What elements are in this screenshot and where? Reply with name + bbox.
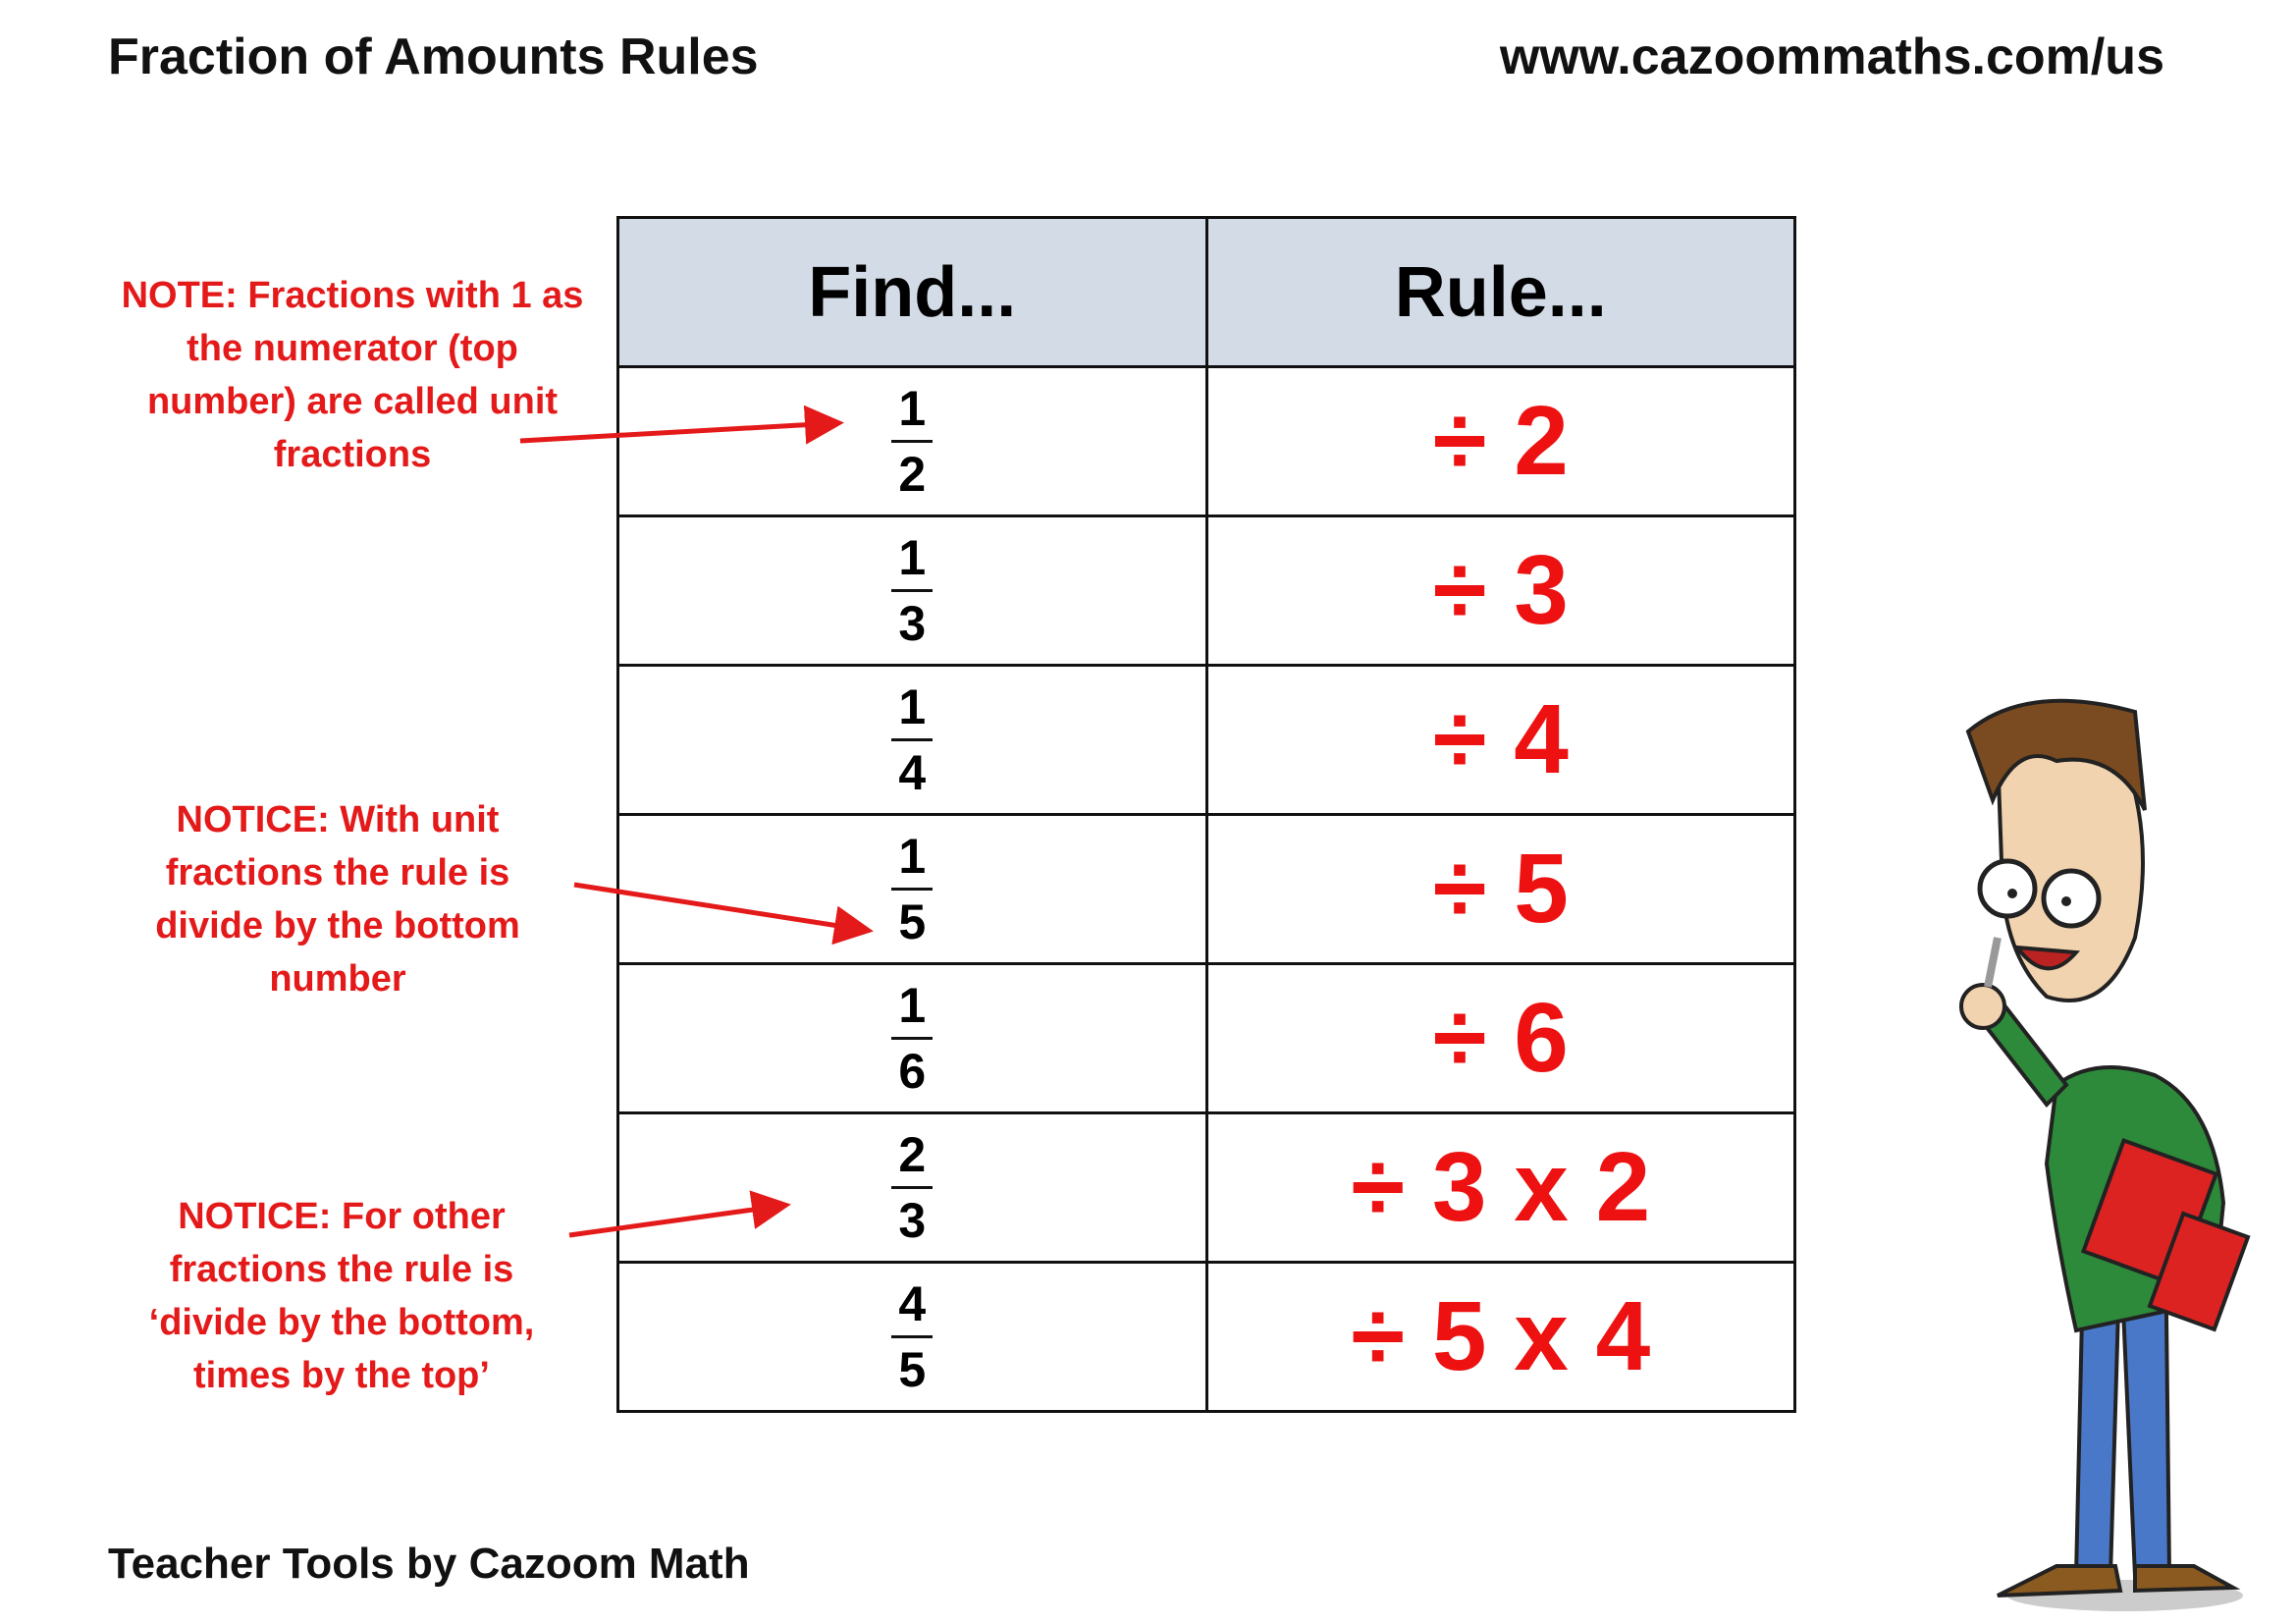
column-header-rule: Rule... (1204, 216, 1796, 368)
cartoon-teacher-illustration (1959, 698, 2251, 1611)
fraction-bar (891, 1186, 934, 1189)
table-row: 4 5 ÷ 5 x 4 (616, 1261, 1796, 1413)
notice-other-fractions: NOTICE: For other fractions the rule is … (148, 1196, 535, 1396)
footer-credit: Teacher Tools by Cazoom Math (108, 1540, 750, 1588)
numerator: 1 (898, 381, 927, 436)
fraction-bar (891, 589, 934, 592)
rule-cell: ÷ 6 (1204, 962, 1796, 1114)
denominator: 3 (898, 596, 927, 651)
fraction-bar (891, 738, 934, 741)
table-row: 1 2 ÷ 2 (616, 365, 1796, 517)
rule-cell: ÷ 5 (1204, 813, 1796, 965)
fraction-bar (891, 888, 934, 891)
rule-cell: ÷ 4 (1204, 664, 1796, 816)
numerator: 1 (898, 530, 927, 585)
rules-table: Find... Rule... 1 2 ÷ 2 1 3 ÷ 3 1 4 ÷ 4 1 5 ÷ 5 1 6 ÷ … (616, 216, 1796, 1413)
table-row: 2 3 ÷ 3 x 2 (616, 1111, 1796, 1264)
fraction-bar (891, 1335, 934, 1338)
table-row: 1 5 ÷ 5 (616, 813, 1796, 965)
numerator: 1 (898, 829, 927, 884)
denominator: 5 (898, 894, 927, 949)
numerator: 4 (898, 1276, 927, 1331)
numerator: 1 (898, 679, 927, 734)
rule-cell: ÷ 5 x 4 (1204, 1261, 1796, 1413)
column-header-find: Find... (616, 216, 1208, 368)
website-url: www.cazoommaths.com/us (1499, 28, 2164, 85)
arrow-3 (568, 1190, 791, 1238)
table-row: 1 4 ÷ 4 (616, 664, 1796, 816)
fraction-bar (891, 440, 934, 443)
table-row: 1 3 ÷ 3 (616, 514, 1796, 667)
notice-unit-rule: NOTICE: With unit fractions the rule is … (155, 799, 520, 1000)
arrow-1 (519, 405, 844, 445)
denominator: 2 (898, 447, 927, 502)
table-row: 1 6 ÷ 6 (616, 962, 1796, 1114)
rule-cell: ÷ 3 x 2 (1204, 1111, 1796, 1264)
denominator: 5 (898, 1342, 927, 1397)
denominator: 3 (898, 1193, 927, 1248)
fraction-bar (891, 1037, 934, 1040)
numerator: 2 (898, 1127, 927, 1182)
denominator: 4 (898, 745, 927, 800)
page-title: Fraction of Amounts Rules (108, 28, 759, 85)
denominator: 6 (898, 1044, 927, 1099)
rule-cell: ÷ 3 (1204, 514, 1796, 667)
arrow-2 (573, 882, 874, 946)
numerator: 1 (898, 978, 927, 1033)
rule-cell: ÷ 2 (1204, 365, 1796, 517)
note-unit-fractions: NOTE: Fractions with 1 as the numerator … (121, 275, 584, 475)
